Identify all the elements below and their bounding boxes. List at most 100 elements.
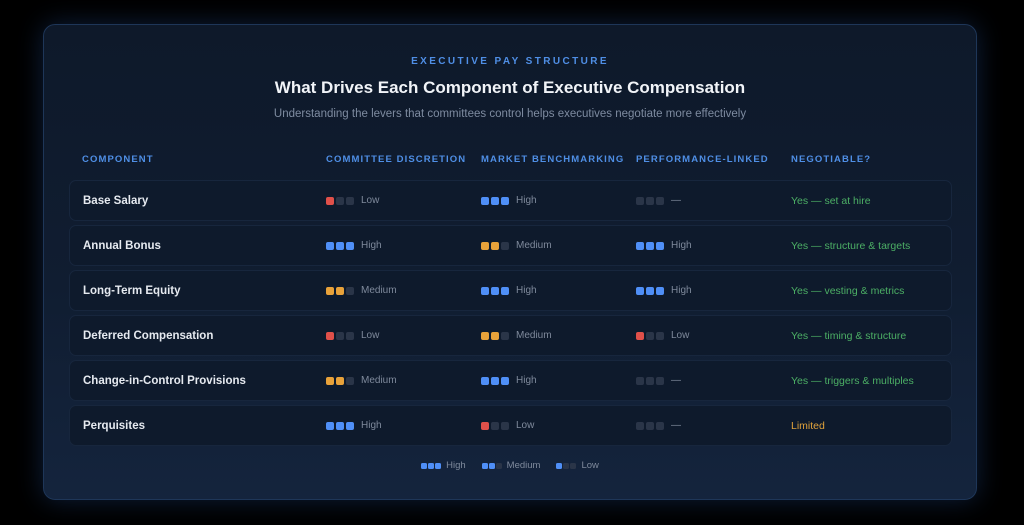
performance-rating: High [636,226,692,265]
rating-label: Low [361,195,380,206]
performance-rating: — [636,181,681,220]
rating-label: High [516,195,537,206]
rating-meter-icon [636,286,664,295]
negotiable-status: Yes — timing & structure [791,329,907,342]
rating-pip-icon [336,376,344,385]
page-title: What Drives Each Component of Executive … [274,78,746,97]
column-header-negotiable: NEGOTIABLE? [791,154,872,165]
rating-meter-icon [636,331,664,340]
performance-rating: Low [636,316,689,355]
benchmarking-rating: High [481,271,537,310]
benchmarking-rating: Low [481,406,534,445]
rating-pip-icon [656,286,664,295]
column-header-discretion: COMMITTEE DISCRETION [326,154,467,165]
rating-pip-icon [656,421,664,430]
rating-pip-icon [481,331,489,340]
rating-pip-icon [346,196,354,205]
rating-label: High [516,285,537,296]
component-name: Perquisites [83,419,145,432]
legend-pip-icon [570,462,577,469]
rating-pip-icon [336,331,344,340]
rating-pip-icon [491,286,499,295]
page-subtitle: Understanding the levers that committees… [273,108,747,120]
negotiable-status: Yes — triggers & multiples [791,374,914,387]
column-header-benchmarking: MARKET BENCHMARKING [481,154,625,165]
rating-meter-icon [636,196,664,205]
component-name: Long-Term Equity [83,284,181,297]
rating-pip-icon [646,421,654,430]
rating-label: Medium [361,285,397,296]
negotiable-status: Yes — vesting & metrics [791,284,905,297]
rating-meter-icon [326,421,354,430]
rating-pip-icon [336,241,344,250]
rating-pip-icon [636,286,644,295]
rating-pip-icon [636,376,644,385]
rating-label: High [516,375,537,386]
rating-pip-icon [636,241,644,250]
rating-pip-icon [346,376,354,385]
performance-rating: — [636,361,681,400]
rating-pip-icon [481,421,489,430]
legend-meter-icon [421,462,442,469]
rating-label: Medium [516,240,552,251]
pay-structure-card: EXECUTIVE PAY STRUCTURE What Drives Each… [43,24,977,500]
rating-label: — [671,420,681,431]
legend-pip-icon [435,462,442,469]
legend-item: Medium [481,460,540,471]
legend-meter-icon [481,462,502,469]
rating-pip-icon [646,331,654,340]
component-name: Annual Bonus [83,239,161,252]
benchmarking-rating: Medium [481,316,552,355]
rating-pip-icon [501,331,509,340]
table-row: Annual Bonus High Medium High Yes — structur… [69,225,952,266]
table-body: Base Salary Low High — Yes — set at hire Annu… [69,180,952,450]
rating-pip-icon [326,196,334,205]
rating-pip-icon [656,331,664,340]
rating-pip-icon [656,241,664,250]
column-header-component: COMPONENT [82,154,154,165]
rating-pip-icon [656,376,664,385]
rating-pip-icon [501,421,509,430]
rating-meter-icon [481,421,509,430]
benchmarking-rating: High [481,361,537,400]
rating-pip-icon [326,421,334,430]
rating-meter-icon [481,241,509,250]
rating-label: — [671,195,681,206]
performance-rating: — [636,406,681,445]
table-row: Base Salary Low High — Yes — set at hire [69,180,952,221]
rating-pip-icon [336,196,344,205]
rating-meter-icon [326,196,354,205]
legend-label: High [446,460,466,471]
rating-pip-icon [481,376,489,385]
discretion-rating: Low [326,316,379,355]
rating-pip-icon [501,286,509,295]
rating-pip-icon [491,196,499,205]
rating-meter-icon [636,376,664,385]
rating-meter-icon [636,241,664,250]
discretion-rating: Medium [326,361,397,400]
rating-meter-icon [481,331,509,340]
rating-label: Medium [361,375,397,386]
rating-pip-icon [646,286,654,295]
benchmarking-rating: Medium [481,226,552,265]
rating-label: Medium [516,330,552,341]
legend-label: Low [581,460,599,471]
legend-pip-icon [481,462,488,469]
rating-pip-icon [656,196,664,205]
table-row: Change-in-Control Provisions Medium High — Y… [69,360,952,401]
rating-pip-icon [481,286,489,295]
table-row: Deferred Compensation Low Medium Low Yes — t… [69,315,952,356]
legend: High Medium Low [44,460,976,471]
rating-pip-icon [326,241,334,250]
rating-pip-icon [491,241,499,250]
rating-pip-icon [501,241,509,250]
rating-pip-icon [646,196,654,205]
rating-pip-icon [646,241,654,250]
legend-meter-icon [556,462,577,469]
negotiable-status: Yes — set at hire [791,194,871,207]
eyebrow-label: EXECUTIVE PAY STRUCTURE [411,56,609,67]
rating-pip-icon [326,331,334,340]
rating-pip-icon [636,331,644,340]
rating-pip-icon [326,376,334,385]
rating-meter-icon [481,376,509,385]
